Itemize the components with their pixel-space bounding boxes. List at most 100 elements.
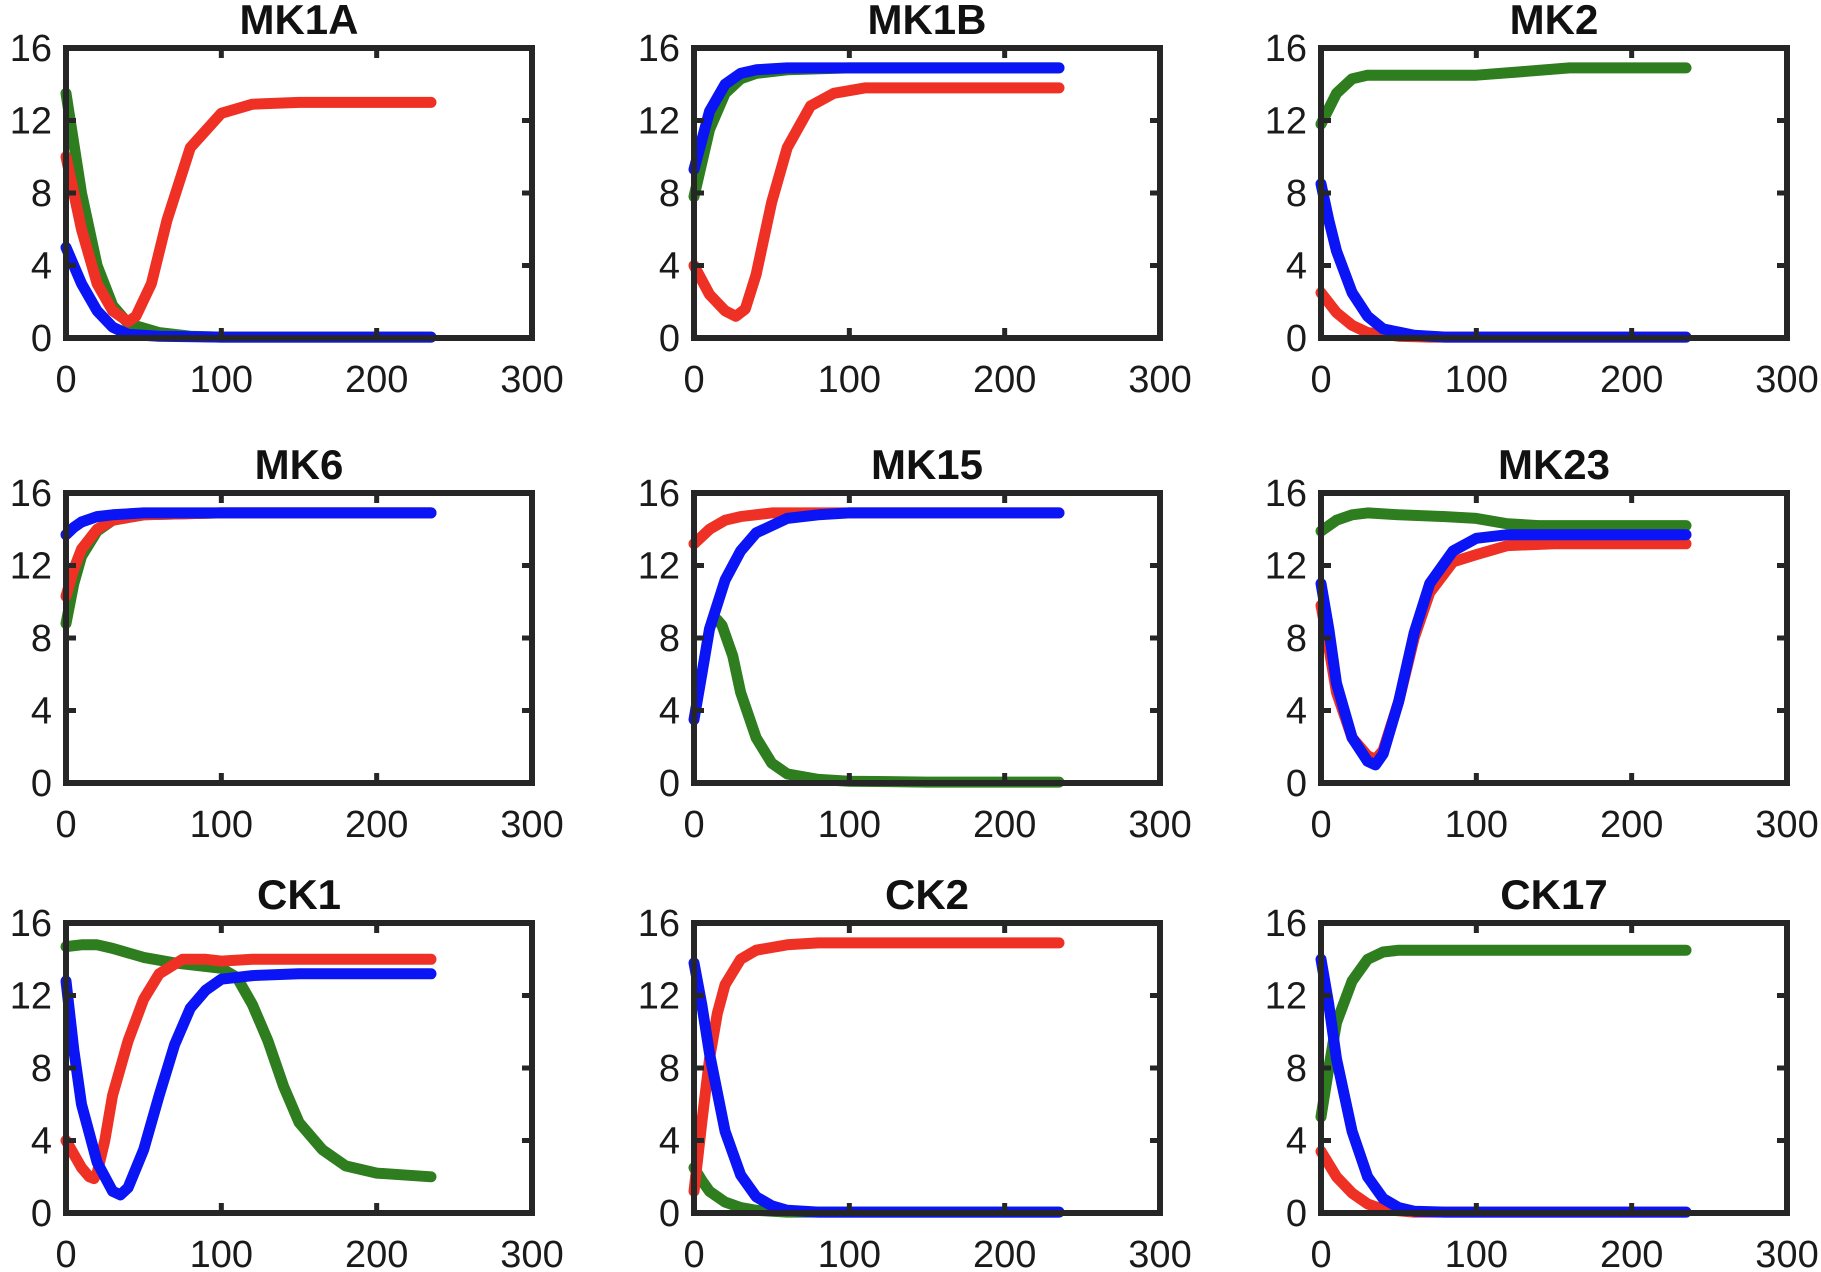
y-tick-label: 16 xyxy=(1265,473,1307,515)
y-tick-label: 16 xyxy=(10,28,52,70)
y-tick-label: 4 xyxy=(31,1121,52,1163)
y-tick-label: 4 xyxy=(1286,246,1307,288)
series-line-red xyxy=(688,937,1065,1197)
y-tick-label: 12 xyxy=(638,101,680,143)
x-tick-label: 300 xyxy=(500,804,563,846)
y-tick-label: 16 xyxy=(638,473,680,515)
panel-title: CK1 xyxy=(257,871,341,918)
y-tick-label: 0 xyxy=(659,1193,680,1235)
series-line-blue xyxy=(1315,178,1692,343)
x-tick-label: 0 xyxy=(1310,804,1331,846)
series-line-blue xyxy=(60,507,437,541)
x-tick-label: 100 xyxy=(1445,804,1508,846)
panel-title: MK1A xyxy=(239,0,358,43)
x-tick-label: 300 xyxy=(1128,359,1191,401)
x-tick-label: 0 xyxy=(683,359,704,401)
series-line-blue xyxy=(688,957,1065,1218)
x-tick-label: 300 xyxy=(1755,1234,1818,1272)
panel-ck17: CK17 0 4 8 12 16 0 100 200 300 xyxy=(1265,871,1819,1272)
panel-title: MK6 xyxy=(255,441,344,488)
series-line-green xyxy=(1315,62,1692,130)
x-tick-label: 300 xyxy=(500,359,563,401)
y-tick-label: 0 xyxy=(31,763,52,805)
x-tick-label: 300 xyxy=(1128,804,1191,846)
series-line-green xyxy=(1315,944,1692,1123)
plot-frame xyxy=(1318,920,1790,1216)
y-tick-label: 16 xyxy=(10,473,52,515)
panel-mk1a: MK1A 0 4 8 12 16 0 100 200 300 xyxy=(10,0,564,401)
x-tick-label: 200 xyxy=(973,804,1036,846)
plot-frame xyxy=(1318,45,1790,341)
panel-title: CK2 xyxy=(885,871,969,918)
series-line-blue xyxy=(60,968,437,1201)
y-tick-label: 8 xyxy=(659,618,680,660)
y-tick-label: 4 xyxy=(31,691,52,733)
series-line-red xyxy=(60,953,437,1185)
y-tick-label: 0 xyxy=(1286,763,1307,805)
y-tick-label: 0 xyxy=(1286,1193,1307,1235)
y-tick-label: 8 xyxy=(31,618,52,660)
y-tick-label: 8 xyxy=(659,173,680,215)
x-tick-label: 0 xyxy=(1310,1234,1331,1272)
series-line-green xyxy=(60,87,437,343)
y-tick-label: 0 xyxy=(31,318,52,360)
panel-title: MK2 xyxy=(1510,0,1599,43)
y-tick-label: 8 xyxy=(1286,173,1307,215)
y-tick-label: 8 xyxy=(1286,1048,1307,1090)
y-tick-label: 16 xyxy=(10,903,52,945)
y-tick-label: 8 xyxy=(31,1048,52,1090)
panel-title: MK15 xyxy=(871,441,983,488)
y-tick-label: 8 xyxy=(659,1048,680,1090)
panel-title: CK17 xyxy=(1500,871,1607,918)
plot-frame xyxy=(63,45,535,341)
x-tick-label: 0 xyxy=(683,1234,704,1272)
y-tick-label: 12 xyxy=(1265,976,1307,1018)
y-tick-label: 16 xyxy=(638,903,680,945)
y-tick-label: 0 xyxy=(31,1193,52,1235)
y-tick-label: 12 xyxy=(10,546,52,588)
y-tick-label: 12 xyxy=(638,976,680,1018)
y-tick-label: 8 xyxy=(1286,618,1307,660)
x-tick-label: 0 xyxy=(683,804,704,846)
x-tick-label: 200 xyxy=(973,359,1036,401)
x-tick-label: 200 xyxy=(1600,359,1663,401)
y-tick-label: 12 xyxy=(1265,546,1307,588)
x-tick-label: 300 xyxy=(1755,804,1818,846)
series-line-blue xyxy=(688,62,1065,175)
plot-frame xyxy=(691,920,1163,1216)
y-tick-label: 0 xyxy=(659,318,680,360)
y-tick-label: 4 xyxy=(1286,1121,1307,1163)
x-tick-label: 200 xyxy=(345,359,408,401)
y-tick-label: 4 xyxy=(1286,691,1307,733)
y-tick-label: 16 xyxy=(1265,28,1307,70)
y-tick-label: 4 xyxy=(659,246,680,288)
panel-ck1: CK1 0 4 8 12 16 0 100 200 300 xyxy=(10,871,564,1272)
x-tick-label: 200 xyxy=(345,1234,408,1272)
plot-frame xyxy=(691,490,1163,786)
panel-ck2: CK2 0 4 8 12 16 0 100 200 300 xyxy=(638,871,1192,1272)
y-tick-label: 4 xyxy=(659,1121,680,1163)
x-tick-label: 300 xyxy=(1128,1234,1191,1272)
series-line-green xyxy=(711,614,1065,788)
panel-mk6: MK6 0 4 8 12 16 0 100 200 300 xyxy=(10,441,564,846)
x-tick-label: 200 xyxy=(345,804,408,846)
x-tick-label: 100 xyxy=(1445,359,1508,401)
panel-mk23: MK23 0 4 8 12 16 0 100 200 300 xyxy=(1265,441,1819,846)
x-tick-label: 100 xyxy=(818,804,881,846)
x-tick-label: 0 xyxy=(55,359,76,401)
series-line-red xyxy=(60,507,437,602)
x-tick-label: 100 xyxy=(190,804,253,846)
series-line-red xyxy=(688,82,1065,322)
series-line-green xyxy=(60,507,437,629)
y-tick-label: 16 xyxy=(1265,903,1307,945)
series-line-green xyxy=(60,939,437,1183)
x-tick-label: 100 xyxy=(818,1234,881,1272)
series-line-blue xyxy=(1315,529,1692,771)
y-tick-label: 0 xyxy=(1286,318,1307,360)
y-tick-label: 12 xyxy=(10,976,52,1018)
x-tick-label: 100 xyxy=(818,359,881,401)
x-tick-label: 300 xyxy=(500,1234,563,1272)
plot-frame xyxy=(63,490,535,786)
x-tick-label: 0 xyxy=(55,1234,76,1272)
